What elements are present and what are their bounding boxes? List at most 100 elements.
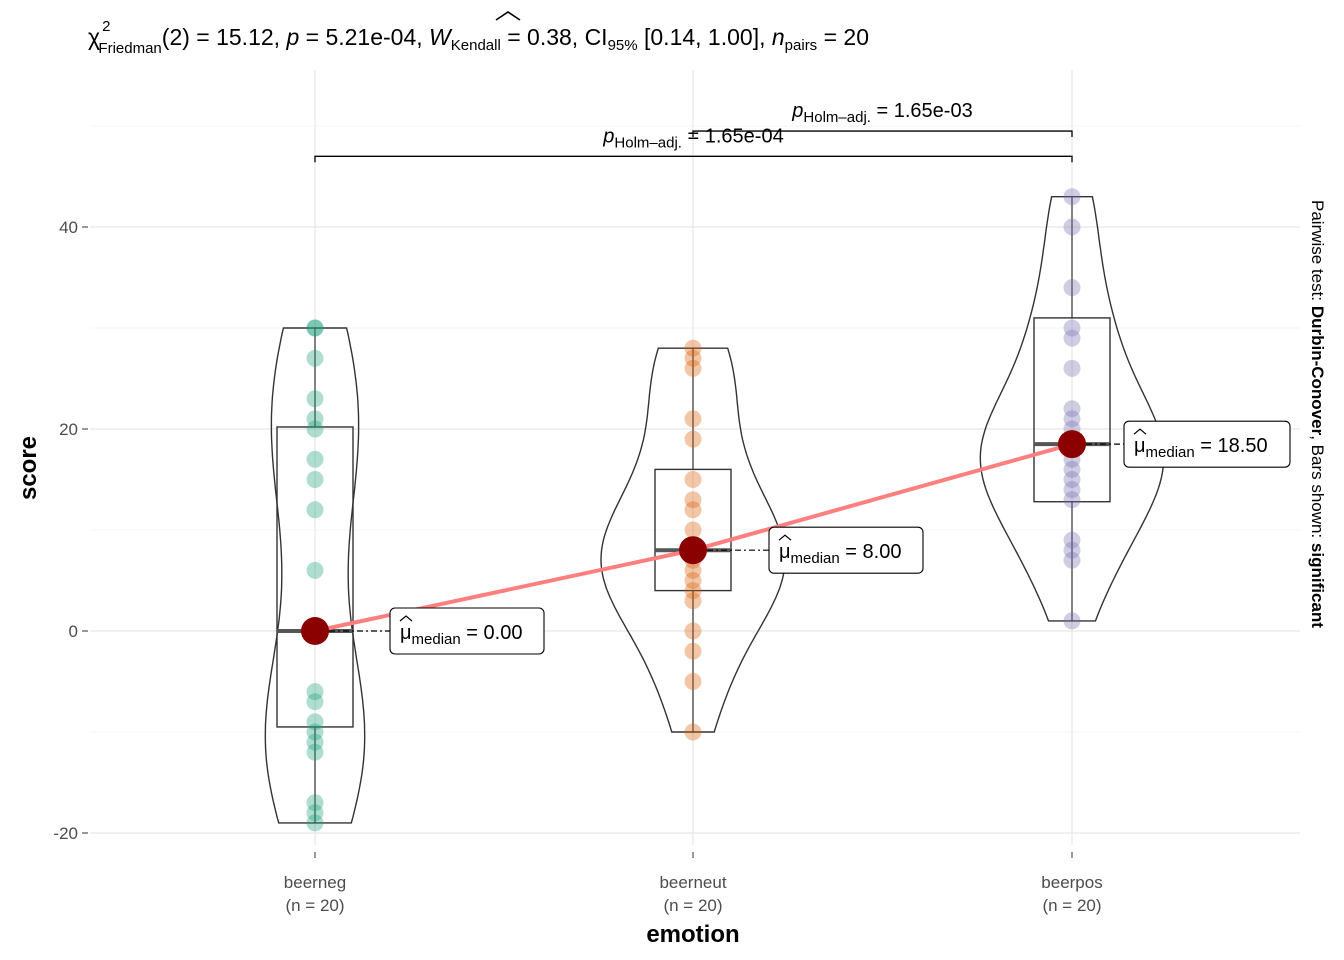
median-label-mu: μ — [779, 541, 791, 563]
title-p-text: = 5.21e-04, — [299, 24, 429, 50]
data-point-beerneg — [306, 804, 324, 822]
box-beerneut — [654, 468, 732, 592]
data-point-beerpos — [1063, 612, 1081, 630]
data-point-beerneg — [306, 683, 324, 701]
data-point-beerneut — [684, 491, 702, 509]
data-point-beerneut — [684, 349, 702, 367]
median-point-beerneut — [679, 536, 707, 565]
data-point-beerpos — [1063, 218, 1081, 236]
caption-middle: , Bars shown: — [1308, 435, 1327, 543]
data-point-beerneut — [684, 339, 702, 357]
median-label-value: = 18.50 — [1195, 435, 1268, 457]
median-label-hat — [399, 615, 413, 622]
data-point-beerpos — [1063, 481, 1081, 499]
title-n-symbol: n — [772, 24, 785, 50]
x-axis-ticks: beerneg (n = 20) beerneut (n = 20) beerpos (n… — [284, 852, 1103, 915]
median-label-hat — [1133, 428, 1147, 435]
comparison-p-sub: Holm–adj. — [614, 134, 682, 151]
median-point-beerpos — [1058, 430, 1086, 459]
median-label-box-beerpos — [1123, 420, 1291, 468]
title-chi-sup: 2 — [102, 18, 110, 35]
violin-beerpos — [979, 196, 1165, 622]
x-axis-title: emotion — [646, 921, 739, 948]
title-chi: χ — [88, 24, 100, 50]
data-point-beerpos — [1063, 319, 1081, 337]
data-point-beerneg — [306, 420, 324, 438]
data-point-beerpos — [1063, 359, 1081, 377]
title-w-sub: Kendall — [451, 37, 501, 54]
data-point-beerneut — [684, 622, 702, 640]
x-tick-label-beerpos: beerpos — [1041, 873, 1102, 892]
data-point-beerneut — [684, 561, 702, 579]
x-tick-label-beerneg: beerneg — [284, 873, 346, 892]
median-label-beerneut: μmedian = 8.00 — [779, 541, 901, 567]
y-axis-ticks: -20 0 20 40 — [53, 218, 88, 843]
data-point-beerneg — [306, 471, 324, 488]
data-point-beerpos — [1063, 471, 1081, 488]
data-point-beerpos — [1063, 188, 1081, 206]
data-point-beerpos — [1063, 541, 1081, 559]
data-point-beerneg — [306, 743, 324, 761]
comparison-label-beerneut-beerpos: pHolm–adj. = 1.65e-03 — [791, 100, 972, 126]
data-point-beerneg — [306, 794, 324, 812]
title-n-sub: pairs — [785, 37, 818, 54]
median-point-beerneg — [301, 617, 329, 645]
median-points — [301, 430, 1086, 645]
y-tick-label: 20 — [59, 420, 78, 439]
data-point-beerneut — [684, 359, 702, 377]
data-point-beerneg — [306, 319, 324, 337]
data-point-beerneg — [306, 450, 324, 468]
data-point-beerneg — [306, 319, 324, 337]
data-point-beerneut — [684, 723, 702, 741]
caption-test-name: Durbin-Conover — [1308, 306, 1327, 436]
median-label-box-beerneg — [389, 607, 545, 655]
data-point-beerneut — [684, 521, 702, 539]
data-point-beerneut — [684, 572, 702, 589]
caption-bars: significant — [1308, 543, 1327, 628]
title-w-hat — [495, 11, 521, 21]
data-point-beerneut — [684, 430, 702, 448]
median-label-box-beerneut — [768, 526, 924, 574]
data-point-beerneg — [306, 410, 324, 428]
median-label-beerneg: μmedian = 0.00 — [400, 622, 522, 648]
median-label-sub: median — [791, 550, 840, 567]
data-point-beerpos — [1063, 279, 1081, 297]
title-chi-sub: Friedman — [98, 40, 161, 57]
data-point-beerneg — [306, 723, 324, 741]
comparison-p-value: = 1.65e-04 — [682, 125, 784, 147]
data-point-beerneg — [306, 501, 324, 519]
data-point-beerneg — [306, 693, 324, 711]
data-point-beerneg — [306, 349, 324, 367]
violin-beerneg — [264, 327, 366, 824]
median-label-value: = 0.00 — [461, 622, 523, 644]
data-point-beerneg — [306, 733, 324, 751]
data-point-beerneut — [684, 673, 702, 690]
violins — [264, 196, 1165, 824]
median-label-hat — [778, 534, 792, 541]
data-point-beerneg — [306, 561, 324, 579]
title-stat-text: (2) = 15.12, — [162, 24, 287, 50]
title-ci-sub: 95% — [608, 37, 638, 54]
comparison-bracket-beerneut-beerpos — [692, 130, 1073, 138]
title-w-text: = 0.38, CI — [501, 24, 608, 50]
x-tick-n-beerneg: (n = 20) — [285, 896, 344, 915]
data-point-beerneg — [306, 390, 324, 408]
x-tick-n-beerpos: (n = 20) — [1042, 896, 1101, 915]
comparison-label-beerneg-beerpos: pHolm–adj. = 1.65e-04 — [602, 125, 783, 151]
violin-beerneut — [600, 347, 786, 733]
median-label-sub: median — [412, 631, 461, 648]
comparison-p-value: = 1.65e-03 — [871, 100, 973, 122]
title-ci-text: [0.14, 1.00], — [638, 24, 772, 50]
title-w-symbol: W — [429, 24, 453, 50]
data-point-beerpos — [1063, 410, 1081, 428]
y-tick-label: 40 — [59, 218, 78, 237]
data-point-beerneg — [306, 814, 324, 832]
data-point-beerneut — [684, 582, 702, 600]
title-n-text: = 20 — [817, 24, 869, 50]
data-point-beerpos — [1063, 551, 1081, 569]
comparisons: pHolm–adj. = 1.65e-03 pHolm–adj. = 1.65e-… — [314, 100, 1073, 163]
data-point-beerneut — [684, 501, 702, 519]
